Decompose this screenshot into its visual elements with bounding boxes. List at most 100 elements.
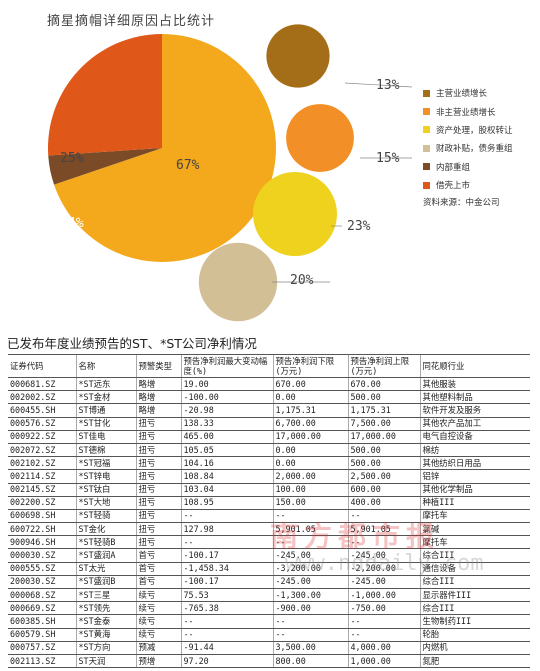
legend-swatch [423, 163, 430, 171]
table-cell: 002113.SZ [8, 653, 76, 669]
table-cell: 通信设备 [419, 561, 530, 576]
table-cell: 000555.SZ [8, 561, 76, 576]
table-cell: 其他纺织日用品 [419, 456, 530, 471]
table-cell: 扭亏 [135, 416, 181, 431]
table-row: 000555.SZ ST太光 首亏 -1,458.34 -3,200.00 -2,200.… [8, 561, 530, 576]
table-cell: -91.44 [180, 640, 273, 655]
table-cell: -- [347, 535, 420, 550]
table-cell: 氮肥 [419, 653, 530, 669]
table-cell: -- [347, 508, 420, 524]
table-cell: *ST三星 [75, 587, 136, 603]
table-cell: 综合III [419, 601, 530, 616]
table-cell: 500.00 [347, 442, 420, 458]
exploded-bubble [266, 24, 330, 88]
table-cell: -245.00 [347, 548, 420, 563]
legend-swatch [423, 108, 430, 116]
table-cell: 1,000.00 [347, 653, 420, 669]
table-cell: *ST领先 [75, 601, 136, 616]
table-cell: 略增 [135, 390, 181, 405]
table-cell: 1,175.31 [272, 403, 348, 418]
table-cell: 108.95 [180, 495, 273, 510]
table-cell: 续亏 [135, 614, 181, 629]
table-cell: 127.98 [180, 522, 273, 537]
table-cell: 000681.SZ [8, 376, 76, 392]
table-cell: -- [180, 627, 273, 642]
pie-chart: 摘星摘帽详细原因占比统计 13% 15% 23% 20% 25% 67% 4% … [0, 0, 540, 322]
legend-item: 主营业绩增长 [423, 84, 513, 102]
table-cell: 002114.SZ [8, 469, 76, 484]
table-row: 002145.SZ *ST钛白 扭亏 103.04 100.00 600.00 其他化学制品 [8, 482, 530, 497]
legend-swatch [423, 89, 430, 97]
table-cell: 600698.SH [8, 508, 76, 524]
table-cell: 综合III [419, 548, 530, 563]
table-row: 600455.SH ST博通 略增 -20.98 1,175.31 1,175.31 软件开… [8, 403, 530, 418]
table-cell: 002072.SZ [8, 442, 76, 458]
table-cell: -- [272, 627, 348, 642]
table-cell: -- [180, 535, 273, 550]
table-cell: 103.04 [180, 482, 273, 497]
table-cell: *ST大地 [75, 495, 136, 510]
table-cell: 75.53 [180, 587, 273, 603]
table-cell: 3,500.00 [272, 640, 348, 655]
column-header: 同花顺行业 [419, 354, 530, 378]
legend-item: 财政补贴，债务重组 [423, 139, 513, 157]
table-cell: 预减 [135, 640, 181, 655]
table-cell: ST天润 [75, 653, 136, 669]
table-cell: 扭亏 [135, 456, 181, 471]
pie-slice [48, 34, 162, 156]
table-cell: 600722.SH [8, 522, 76, 537]
legend-label: 非主营业绩增长 [436, 107, 496, 118]
table-cell: 其他服装 [419, 376, 530, 392]
table-row: 002102.SZ *ST冠福 扭亏 104.16 0.00 500.00 其他纺织日用品 [8, 456, 530, 471]
table-cell: -- [272, 614, 348, 629]
table-cell: 略增 [135, 376, 181, 392]
table-cell: 1,175.31 [347, 403, 420, 418]
exploded-bubble [253, 172, 337, 256]
table-cell: -3,200.00 [272, 561, 348, 576]
legend-label: 内部重组 [436, 162, 471, 173]
table-cell: 500.00 [347, 456, 420, 471]
column-header: 名称 [75, 354, 136, 378]
chart-title: 摘星摘帽详细原因占比统计 [47, 14, 216, 29]
table-row: 600579.SH *ST黄海 续亏 -- -- -- 轮胎 [8, 627, 530, 642]
table-cell: 其他化学制品 [419, 482, 530, 497]
table-cell: 600.00 [347, 482, 420, 497]
table-cell: -- [347, 627, 420, 642]
pie-chart-svg [48, 24, 413, 322]
exploded-bubble [198, 242, 278, 322]
leader-line-13 [344, 82, 413, 88]
table-cell: -- [180, 614, 273, 629]
table-row: 002114.SZ *ST锌电 扭亏 108.84 2,000.00 2,500.00 铝锌 [8, 469, 530, 484]
table-cell: 轮胎 [419, 627, 530, 642]
table-cell: -2,200.00 [347, 561, 420, 576]
table-cell: 2,000.00 [272, 469, 348, 484]
table-cell: -100.17 [180, 574, 273, 590]
table-cell: 400.00 [347, 495, 420, 510]
table-cell: 600455.SH [8, 403, 76, 418]
table-cell: 综合III [419, 574, 530, 590]
table-row: 002002.SZ *ST金材 略增 -100.00 0.00 500.00 其他塑料制品 [8, 390, 530, 405]
table-cell: 000757.SZ [8, 640, 76, 655]
table-header-row: 证券代码 名称 预警类型 预告净利润最大变动幅度(%) 预告净利润下限(万元) … [8, 354, 530, 378]
bubble-label-20: 20% [290, 273, 314, 288]
table-cell: 扭亏 [135, 522, 181, 537]
table-cell: 002145.SZ [8, 482, 76, 497]
table-row: 000681.SZ *ST远东 略增 19.00 670.00 670.00 其他服装 [8, 376, 530, 392]
table-cell: 19.00 [180, 376, 273, 392]
table-cell: 摩托车 [419, 508, 530, 524]
table-cell: 续亏 [135, 627, 181, 642]
table-row: 600385.SH *ST金泰 续亏 -- -- -- 生物制药III [8, 614, 530, 629]
table-cell: 首亏 [135, 574, 181, 590]
pie-slice [48, 148, 163, 185]
table-cell: *ST金泰 [75, 614, 136, 629]
exploded-bubble [286, 104, 354, 172]
table-cell: 摩托车 [419, 535, 530, 550]
table-cell: ST金化 [75, 522, 136, 537]
column-header: 预告净利润上限(万元) [347, 354, 420, 378]
table-cell: 0.00 [272, 390, 348, 405]
slice-label-25: 25% [60, 151, 84, 166]
table-cell: 软件开发及服务 [419, 403, 530, 418]
table-row: 000757.SZ *ST方向 预减 -91.44 3,500.00 4,000.00 内燃… [8, 640, 530, 655]
table-cell: 扭亏 [135, 495, 181, 510]
table-cell: 扭亏 [135, 469, 181, 484]
